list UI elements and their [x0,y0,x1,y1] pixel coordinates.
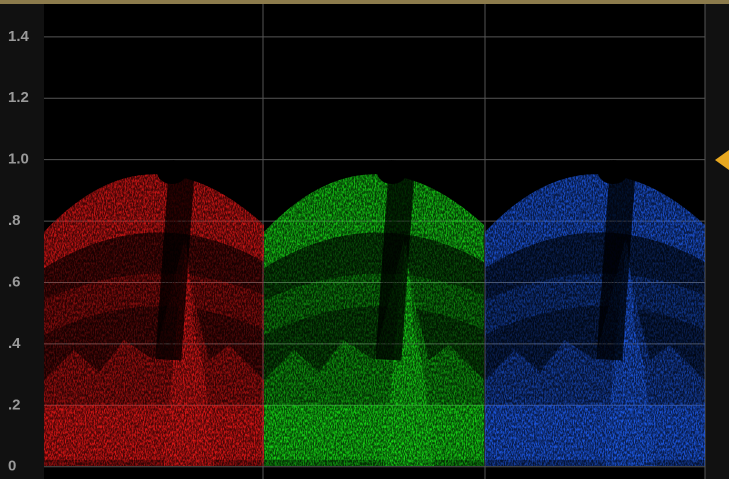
page: 1.41.21.0.8.6.4.20 (() => { const data =… [0,0,729,479]
y-tick-label: .8 [8,212,21,229]
green-trace-glow [264,160,484,466]
y-tick-label: 1.4 [8,28,30,45]
y-tick-label: 1.0 [8,151,29,168]
y-tick-label: .4 [8,335,21,352]
y-tick-label: 1.2 [8,89,29,106]
blue-trace-glow [485,160,705,466]
y-tick-label: 0 [8,458,16,475]
red-trace-glow [44,160,264,466]
top-border [0,0,729,4]
waveform-monitor: 1.4 1.2 1.0 .8 .6 .4 .2 0 [0,0,729,479]
traces-glow [44,160,705,466]
y-tick-label: .2 [8,396,21,413]
y-tick-label: .6 [8,273,21,290]
